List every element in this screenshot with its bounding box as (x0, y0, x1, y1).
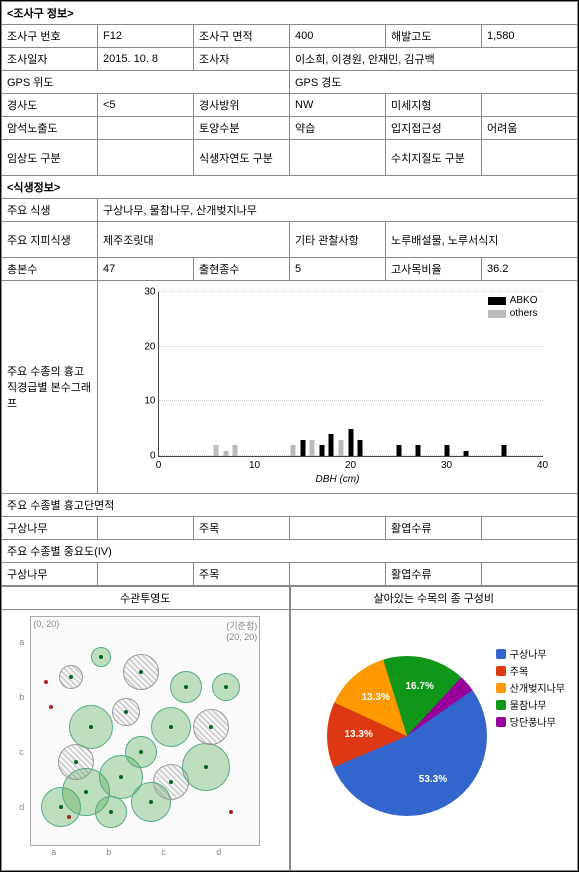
species-pie-chart: 구상나무주목산개벚지나무물참나무당단풍나무 53.3%13.3%13.3%16.… (297, 616, 572, 864)
micro-label: 미세지형 (386, 94, 482, 117)
ba-sp1: 구상나무 (2, 517, 98, 540)
crown-title: 수관투영도 (2, 587, 289, 610)
iv-label: 주요 수종별 중요도(IV) (2, 540, 578, 563)
rock (98, 117, 194, 140)
x-axis-label: DBH (cm) (316, 474, 360, 485)
plot-info-table: <조사구 정보> 조사구 번호 F12 조사구 면적 400 해발고도 1,58… (1, 1, 578, 586)
dead-label: 고사목비율 (386, 258, 482, 281)
barchart-label: 주요 수종의 흉고직경급별 본수그래프 (2, 281, 98, 494)
surveyor: 이소희, 이경원, 안재민, 김규백 (290, 48, 578, 71)
quality-label: 수치지질도 구분 (386, 140, 482, 176)
surveyor-label: 조사자 (194, 48, 290, 71)
crown-projection-map: (0, 20) (기준점) (20, 20) aabbccdd (30, 616, 260, 846)
soilm: 약습 (290, 117, 386, 140)
species-label: 출현종수 (194, 258, 290, 281)
pie-legend: 구상나무주목산개벚지나무물참나무당단풍나무 (496, 646, 565, 731)
section2-title: <식생정보> (2, 176, 578, 199)
date-label: 조사일자 (2, 48, 98, 71)
mainveg-label: 주요 식생 (2, 199, 98, 222)
crown-panel: 수관투영도 (0, 20) (기준점) (20, 20) aabbccdd (1, 586, 290, 871)
area: 400 (290, 25, 386, 48)
elev: 1,580 (482, 25, 578, 48)
aspect: NW (290, 94, 386, 117)
ground: 제주조릿대 (98, 222, 290, 258)
rock-label: 암석노출도 (2, 117, 98, 140)
dead: 36.2 (482, 258, 578, 281)
access-label: 입지접근성 (386, 117, 482, 140)
nat-label: 식생자연도 구분 (194, 140, 290, 176)
mainveg: 구상나무, 물참나무, 산개벚지나무 (98, 199, 578, 222)
ba-sp2: 주목 (194, 517, 290, 540)
document-root: <조사구 정보> 조사구 번호 F12 조사구 면적 400 해발고도 1,58… (0, 0, 579, 872)
species: 5 (290, 258, 386, 281)
other: 노루배설물, 노루서식지 (386, 222, 578, 258)
barchart-cell: 0102030010203040 DBH (cm) ABKOothers (98, 281, 578, 494)
plot-no-label: 조사구 번호 (2, 25, 98, 48)
ba-sp3: 활엽수류 (386, 517, 482, 540)
micro (482, 94, 578, 117)
iv-sp2: 주목 (194, 563, 290, 586)
area-label: 조사구 면적 (194, 25, 290, 48)
gps-lat-label: GPS 위도 (2, 71, 290, 94)
slope: <5 (98, 94, 194, 117)
ba-label: 주요 수종별 흉고단면적 (2, 494, 578, 517)
foresttype-label: 임상도 구분 (2, 140, 98, 176)
aspect-label: 경사방위 (194, 94, 290, 117)
gps-lon-label: GPS 경도 (290, 71, 578, 94)
iv-sp3: 활엽수류 (386, 563, 482, 586)
dbh-bar-chart: 0102030010203040 DBH (cm) ABKOothers (128, 287, 548, 487)
foresttype (98, 140, 194, 176)
ground-label: 주요 지피식생 (2, 222, 98, 258)
pie-title: 살아있는 수목의 종 구성비 (291, 587, 578, 610)
plot-no: F12 (98, 25, 194, 48)
iv-sp1: 구상나무 (2, 563, 98, 586)
access: 어려움 (482, 117, 578, 140)
crown-tl: (0, 20) (33, 619, 59, 629)
date: 2015. 10. 8 (98, 48, 194, 71)
nat (290, 140, 386, 176)
elev-label: 해발고도 (386, 25, 482, 48)
total-label: 총본수 (2, 258, 98, 281)
bottom-row: 수관투영도 (0, 20) (기준점) (20, 20) aabbccdd 살아… (1, 586, 578, 871)
crown-tr: (기준점) (20, 20) (226, 619, 257, 642)
quality (482, 140, 578, 176)
soilm-label: 토양수분 (194, 117, 290, 140)
section1-title: <조사구 정보> (2, 2, 578, 25)
total: 47 (98, 258, 194, 281)
other-label: 기타 관찰사항 (290, 222, 386, 258)
bar-legend: ABKOothers (488, 295, 538, 321)
slope-label: 경사도 (2, 94, 98, 117)
pie-panel: 살아있는 수목의 종 구성비 구상나무주목산개벚지나무물참나무당단풍나무 53.… (290, 586, 579, 871)
